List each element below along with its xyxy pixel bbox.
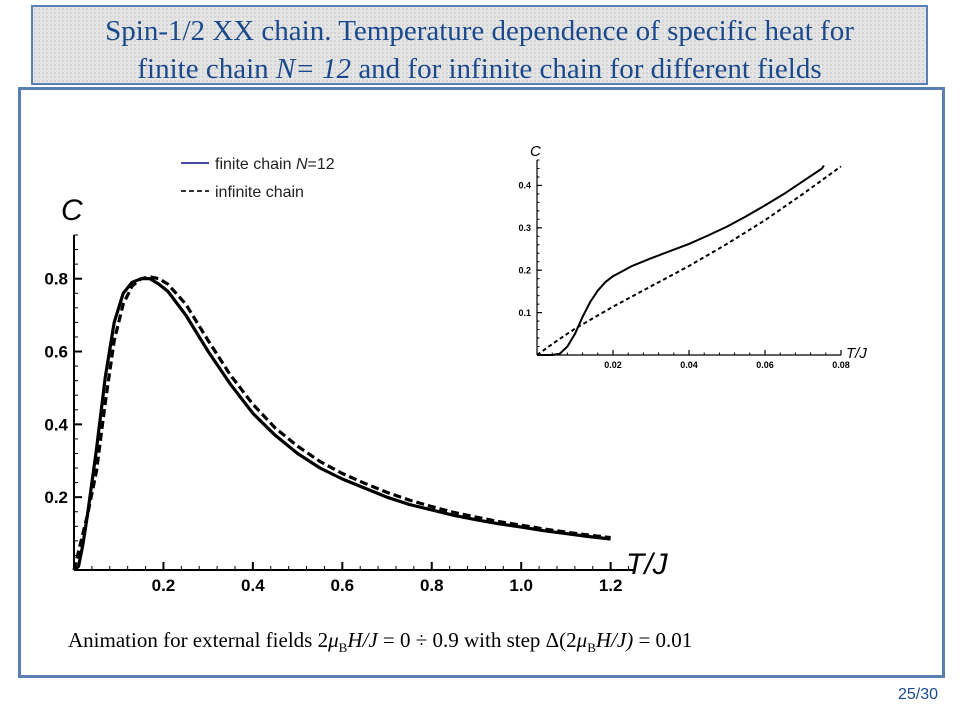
legend-label: finite chain [215, 156, 296, 173]
main-finite-chain-line [73, 277, 611, 572]
inset-chart: 0.02 0.04 0.06 0.08 0.1 0.2 0.3 0.4 T/J C [518, 143, 867, 370]
inset-x-tick-label: 0.06 [756, 360, 774, 370]
title-line-2: finite chain N= 12 and for infinite chai… [33, 53, 926, 86]
legend-suffix: =12 [308, 156, 335, 173]
main-y-tick-label: 0.4 [44, 415, 68, 434]
inset-axes: 0.02 0.04 0.06 0.08 0.1 0.2 0.3 0.4 T/J C [518, 143, 867, 370]
main-x-tick-label: 0.6 [330, 576, 354, 595]
title-line-1: Spin-1/2 XX chain. Temperature dependenc… [105, 15, 854, 47]
main-y-axis-label: C [61, 194, 83, 227]
legend-entry: infinite chain [215, 184, 304, 201]
legend-label: infinite chain [215, 184, 304, 201]
caption-sub-b-2: B [587, 640, 596, 656]
main-x-tick-label: 0.2 [152, 576, 176, 595]
caption-sub-b: B [338, 640, 348, 656]
inset-x-tick-label: 0.02 [604, 360, 622, 370]
title-box: Spin-1/2 XX chain. Temperature dependenc… [31, 5, 928, 85]
legend-entry: finite chain N=12 [215, 156, 335, 173]
caption-mu-2: μ [576, 628, 588, 652]
main-x-tick-label: 1.0 [509, 576, 533, 595]
title-line-2-suffix: and for infinite chain for different fie… [351, 53, 822, 85]
caption-range: = 0 ÷ 0.9 with step Δ(2 [377, 628, 577, 652]
caption-step: = 0.01 [633, 628, 693, 652]
inset-series [536, 164, 842, 356]
main-y-tick-label: 0.2 [44, 488, 68, 507]
inset-infinite-chain-line [536, 165, 842, 356]
caption-prefix: Animation for external fields 2 [68, 628, 329, 652]
main-x-tick-label: 0.4 [241, 576, 265, 595]
main-y-tick-label: 0.8 [44, 270, 68, 289]
page-number: 25/30 [897, 686, 938, 703]
caption-h-over-j: H/J [347, 628, 378, 652]
title-line-2-prefix: finite chain [137, 53, 276, 85]
main-y-tick-label: 0.6 [44, 342, 68, 361]
inset-x-tick-label: 0.04 [680, 360, 698, 370]
main-x-axis-label: T/J [626, 548, 669, 581]
inset-finite-chain-line [537, 164, 825, 356]
main-axes: 0.2 0.4 0.6 0.8 1.0 1.2 0.2 0.4 0.6 0.8 T/J C [44, 194, 668, 595]
inset-x-axis-label: T/J [846, 345, 867, 362]
inset-y-axis-label: C [530, 143, 541, 160]
legend-variable: N [296, 156, 308, 173]
inset-x-tick-label: 0.08 [832, 360, 850, 370]
main-x-tick-label: 1.2 [599, 576, 623, 595]
caption-h-over-j-2: H/J) [595, 628, 634, 652]
title-line-2-variable: N= 12 [275, 53, 352, 85]
caption-mu: μ [328, 628, 339, 652]
inset-y-tick-label: 0.3 [518, 223, 531, 233]
main-x-tick-label: 0.8 [420, 576, 444, 595]
main-infinite-chain-line [72, 275, 611, 571]
inset-y-tick-label: 0.4 [518, 181, 531, 191]
inset-y-tick-label: 0.1 [518, 308, 531, 318]
main-series [72, 275, 611, 572]
caption: Animation for external fields 2μBH/J = 0… [68, 628, 692, 656]
inset-y-tick-label: 0.2 [518, 265, 531, 275]
main-panel: finite chain N=12 infinite chain 0.2 0.4 0.… [18, 87, 945, 678]
